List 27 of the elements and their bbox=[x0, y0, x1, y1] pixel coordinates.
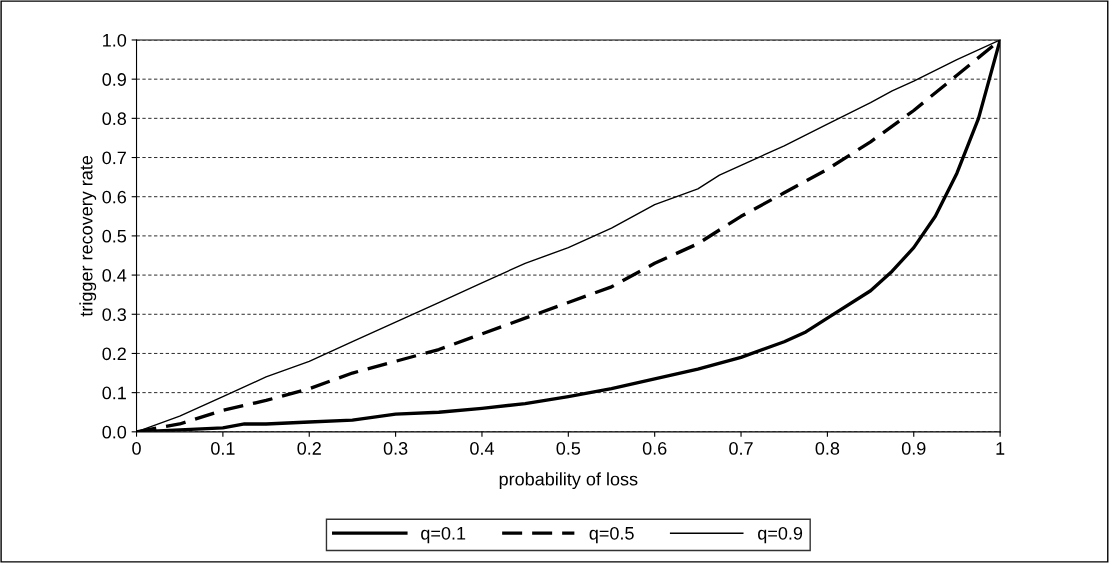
y-tick-label: 0.0 bbox=[102, 425, 127, 439]
y-tick-label: 0.9 bbox=[102, 73, 126, 86]
y-axis-title: trigger recovery rate bbox=[79, 155, 97, 317]
x-tick-label: 0.2 bbox=[297, 442, 321, 455]
legend-label: q=0.1 bbox=[421, 526, 466, 544]
x-tick-label: 0.7 bbox=[729, 442, 753, 455]
y-tick-label: 0.8 bbox=[102, 112, 127, 126]
legend-label: q=0.5 bbox=[589, 526, 634, 544]
x-tick-label: 0 bbox=[132, 442, 141, 455]
x-axis-title: probability of loss bbox=[499, 472, 638, 490]
x-tick-label: 0.1 bbox=[211, 442, 235, 455]
legend-label: q=0.9 bbox=[758, 526, 803, 544]
x-tick-label: 0.6 bbox=[642, 442, 667, 455]
y-tick-label: 0.3 bbox=[102, 308, 127, 321]
x-tick-label: 0.9 bbox=[901, 442, 926, 455]
y-tick-label: 0.4 bbox=[102, 269, 127, 282]
y-tick-label: 0.7 bbox=[102, 151, 126, 165]
x-tick-label: 0.3 bbox=[383, 442, 408, 455]
x-tick-label: 0.5 bbox=[556, 442, 581, 455]
x-tick-label: 0.4 bbox=[470, 442, 494, 455]
y-tick-label: 1.0 bbox=[103, 33, 127, 47]
y-tick-label: 0.1 bbox=[102, 386, 126, 400]
y-tick-label: 0.2 bbox=[102, 347, 126, 361]
y-tick-label: 0.6 bbox=[102, 190, 127, 204]
y-tick-label: 0.5 bbox=[102, 229, 127, 243]
x-tick-label: 1 bbox=[996, 442, 1005, 455]
x-tick-label: 0.8 bbox=[815, 442, 840, 455]
